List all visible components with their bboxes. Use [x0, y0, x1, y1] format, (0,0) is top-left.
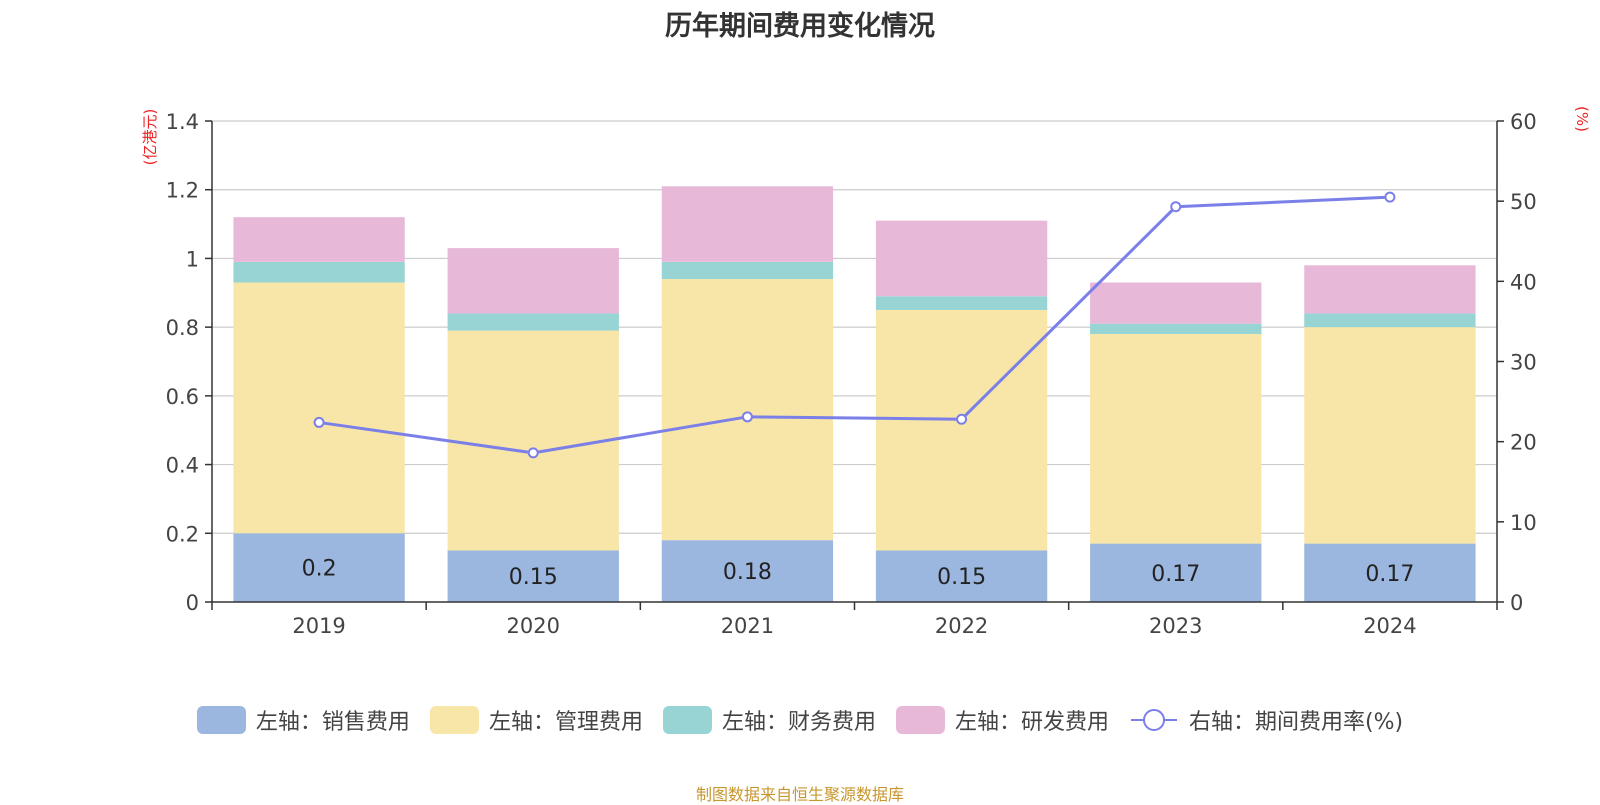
- bar-admin: [661, 279, 834, 541]
- bar-finance: [233, 261, 405, 283]
- rate-point: [1170, 201, 1182, 213]
- y-left-tick-label: 0: [186, 591, 199, 615]
- legend-label: 左轴：管理费用: [488, 710, 643, 735]
- rate-point: [741, 411, 753, 423]
- legend-item-rate[interactable]: 右轴：期间费用率(%): [1129, 704, 1403, 736]
- bar-finance: [661, 261, 834, 280]
- y-right-tick-label: 10: [1510, 511, 1537, 535]
- rate-point: [527, 447, 539, 459]
- legend-swatch: [196, 706, 246, 734]
- bar-finance: [875, 296, 1048, 310]
- bar-sales: [233, 533, 405, 602]
- legend-item-finance[interactable]: 左轴：财务费用: [662, 704, 876, 736]
- bar-sales: [447, 550, 619, 602]
- data-label: 0.17: [1365, 562, 1414, 587]
- bar-rd: [661, 186, 834, 262]
- bar-rd: [1304, 265, 1476, 314]
- legend-line-marker-icon: [1130, 709, 1177, 731]
- bar-finance: [447, 313, 619, 331]
- legend-label: 左轴：财务费用: [721, 710, 876, 735]
- bar-rd: [233, 217, 405, 262]
- legend-label: 左轴：研发费用: [954, 710, 1109, 735]
- chart-plot: 0 0.2 0.4 0.6 0.8 1 1.2 1.4 0 10 20 30 40 50 60 (亿港元) (%…: [141, 106, 1591, 638]
- legend-swatch: [429, 706, 479, 734]
- y-left-tick-label: 0.4: [166, 454, 199, 478]
- y-right-tick-label: 50: [1510, 190, 1537, 214]
- source-note: 制图数据来自恒生聚源数据库: [695, 785, 904, 804]
- rate-point: [1384, 191, 1396, 203]
- legend-swatch: [662, 706, 712, 734]
- data-label: 0.15: [509, 565, 558, 590]
- y-left-tick-label: 1.2: [166, 179, 199, 203]
- legend-label: 左轴：销售费用: [255, 710, 410, 735]
- y-left-tick-label: 1.4: [166, 110, 199, 134]
- bar-admin: [447, 330, 619, 551]
- x-tick-label: 2022: [935, 614, 988, 638]
- legend-item-sales[interactable]: 左轴：销售费用: [196, 704, 410, 736]
- y-right-unit: (%): [1573, 106, 1591, 132]
- legend-item-admin[interactable]: 左轴：管理费用: [429, 704, 643, 736]
- x-tick-label: 2024: [1363, 614, 1416, 638]
- x-tick-label: 2020: [507, 614, 560, 638]
- bar-admin: [233, 282, 405, 534]
- bar-rd: [875, 220, 1048, 297]
- y-left-tick-label: 0.6: [166, 385, 199, 409]
- rate-point: [956, 413, 968, 425]
- y-left-tick-label: 1: [186, 247, 199, 271]
- bar-sales: [1304, 543, 1476, 602]
- y-left-tick-label: 0.8: [166, 316, 199, 340]
- legend-swatch: [895, 706, 945, 734]
- y-left-tick-label: 0.2: [166, 522, 199, 546]
- bar-admin: [1304, 327, 1476, 544]
- x-tick-label: 2021: [721, 614, 774, 638]
- y-right-tick-label: 20: [1510, 431, 1537, 455]
- y-left-unit: (亿港元): [141, 109, 159, 166]
- bar-sales: [875, 550, 1048, 602]
- x-tick-label: 2023: [1149, 614, 1202, 638]
- chart-title: 历年期间费用变化情况: [665, 11, 935, 42]
- chart-legend: 左轴：销售费用 左轴：管理费用 左轴：财务费用 左轴：研发费用 右轴：期间费用率(%): [0, 704, 1600, 736]
- x-tick-label: 2019: [292, 614, 345, 638]
- bar-finance: [1304, 313, 1476, 328]
- rate-line: [318, 195, 1390, 455]
- data-label: 0.2: [302, 557, 337, 582]
- y-right-tick-label: 60: [1510, 110, 1537, 134]
- y-right-tick-label: 0: [1510, 591, 1523, 615]
- bar-rd: [1090, 282, 1262, 324]
- bar-admin: [875, 309, 1048, 551]
- y-right-tick-label: 40: [1510, 270, 1537, 294]
- bar-finance: [1090, 323, 1262, 335]
- data-label: 0.18: [723, 560, 772, 585]
- y-right-tick-label: 30: [1510, 351, 1537, 375]
- bar-rd: [447, 248, 619, 314]
- bar-sales: [661, 540, 834, 602]
- legend-label: 右轴：期间费用率(%): [1188, 710, 1404, 735]
- bar-admin: [1090, 334, 1262, 544]
- data-label: 0.17: [1151, 562, 1200, 587]
- data-label: 0.15: [937, 565, 986, 590]
- bar-sales: [1090, 543, 1262, 602]
- rate-point: [313, 416, 325, 428]
- legend-item-rd[interactable]: 左轴：研发费用: [895, 704, 1109, 736]
